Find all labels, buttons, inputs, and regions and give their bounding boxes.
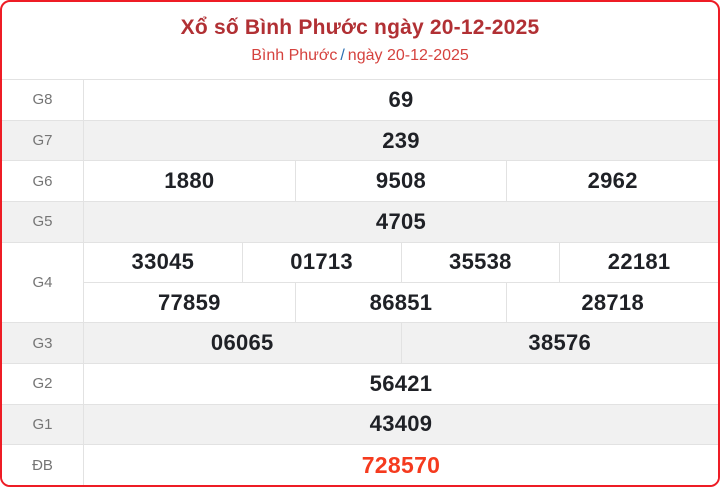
prize-label: G8	[2, 80, 84, 120]
prize-subrow: 33045 01713 35538 22181	[84, 242, 718, 283]
prize-value: 86851	[294, 283, 507, 323]
prize-value: 56421	[369, 370, 433, 396]
prize-value: 77859	[157, 289, 221, 315]
prize-row-content: 4705	[84, 202, 718, 242]
prize-subrow: 728570	[84, 445, 718, 485]
prize-value: 239	[382, 127, 420, 153]
prize-subrow: 77859 86851 28718	[84, 282, 718, 323]
prize-value: 35538	[400, 242, 560, 283]
breadcrumb-date-link[interactable]: ngày 20-12-2025	[347, 47, 469, 64]
prize-row-content: 239	[84, 121, 718, 161]
prize-value: 1880	[164, 168, 215, 194]
prize-subrow: 06065 38576	[84, 323, 718, 363]
table-row: ĐB 728570	[2, 444, 718, 485]
prize-value: 9508	[294, 161, 507, 202]
prize-label: G5	[2, 202, 84, 242]
prize-subrow: 69	[84, 80, 718, 120]
prize-row-content: 06065 38576	[84, 323, 718, 363]
prize-label: G1	[2, 404, 84, 445]
prize-row-content: 1880 9508 2962	[84, 161, 718, 202]
prize-label: G4	[2, 242, 84, 323]
card-header: Xổ số Bình Phước ngày 20-12-2025 Bình Ph…	[2, 2, 718, 80]
prize-row-content: 69	[84, 80, 718, 120]
prize-subrow: 4705	[84, 202, 718, 242]
prize-row-content: 56421	[84, 364, 718, 404]
prize-value: 33045	[131, 249, 195, 275]
prize-row-content: 43409	[84, 405, 718, 445]
table-row: G8 69	[2, 80, 718, 120]
prize-row-content: 728570	[84, 445, 718, 485]
prize-label: G6	[2, 161, 84, 202]
page-title: Xổ số Bình Phước ngày 20-12-2025	[180, 16, 540, 39]
prize-subrow: 1880 9508 2962	[84, 161, 718, 202]
prize-value: 22181	[559, 242, 718, 283]
table-row: G7 239	[2, 119, 718, 161]
prize-row-content: 33045 01713 35538 22181 77859 86851 28718	[84, 242, 718, 323]
special-prize-value: 728570	[361, 451, 441, 478]
prize-value: 28718	[506, 283, 718, 323]
prize-label: G3	[2, 323, 84, 363]
prize-value: 01713	[241, 242, 401, 283]
table-row: G5 4705	[2, 201, 718, 242]
breadcrumb: Bình Phước / ngày 20-12-2025	[251, 47, 469, 65]
table-row: G3 06065 38576	[2, 322, 718, 363]
prize-value: 06065	[210, 330, 274, 356]
prize-value: 38576	[400, 323, 719, 363]
results-table: G8 69 G7 239 G6 1880 9508 2962 G5 4705 G4 33045 0171…	[2, 80, 718, 485]
prize-label: G2	[2, 363, 84, 404]
table-row: G1 43409	[2, 403, 718, 445]
breadcrumb-province-link[interactable]: Bình Phước	[251, 47, 338, 64]
prize-value: 69	[388, 86, 414, 112]
prize-label: G7	[2, 120, 84, 161]
table-row: G4 33045 01713 35538 22181 77859 86851 28718	[2, 241, 718, 323]
prize-value: 2962	[506, 161, 718, 202]
prize-subrow: 56421	[84, 364, 718, 404]
table-row: G2 56421	[2, 362, 718, 404]
prize-value: 4705	[375, 208, 427, 234]
breadcrumb-separator: /	[340, 47, 345, 64]
table-row: G6 1880 9508 2962	[2, 160, 718, 202]
prize-subrow: 43409	[84, 405, 718, 445]
prize-label: ĐB	[2, 445, 84, 485]
prize-value: 43409	[369, 411, 433, 437]
prize-subrow: 239	[84, 121, 718, 161]
